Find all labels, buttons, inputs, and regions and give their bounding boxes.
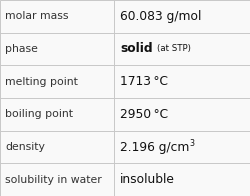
Text: melting point: melting point	[5, 77, 78, 87]
Text: 3: 3	[190, 139, 194, 148]
Text: 2950 °C: 2950 °C	[120, 108, 168, 121]
Text: 2.196 g/cm: 2.196 g/cm	[120, 141, 190, 153]
Text: (at STP): (at STP)	[157, 44, 191, 54]
Text: solubility in water: solubility in water	[5, 175, 102, 185]
Text: boiling point: boiling point	[5, 109, 73, 119]
Text: 1713 °C: 1713 °C	[120, 75, 168, 88]
Text: molar mass: molar mass	[5, 11, 68, 21]
Text: insoluble: insoluble	[120, 173, 175, 186]
Text: 60.083 g/mol: 60.083 g/mol	[120, 10, 202, 23]
Text: solid: solid	[120, 43, 152, 55]
Text: phase: phase	[5, 44, 38, 54]
Text: density: density	[5, 142, 45, 152]
